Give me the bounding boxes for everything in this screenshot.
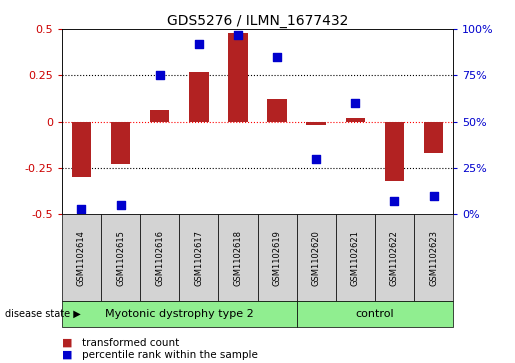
- Bar: [101, 214, 140, 301]
- Bar: [297, 301, 453, 327]
- Bar: [414, 214, 453, 301]
- Text: ■: ■: [62, 338, 72, 348]
- Text: ■: ■: [62, 350, 72, 360]
- Point: [116, 202, 125, 208]
- Bar: [150, 110, 169, 122]
- Bar: [385, 122, 404, 181]
- Point: [390, 198, 399, 204]
- Point: [273, 54, 281, 60]
- Bar: [375, 214, 414, 301]
- Bar: [218, 214, 258, 301]
- Text: GSM1102616: GSM1102616: [155, 230, 164, 286]
- Bar: [62, 301, 297, 327]
- Bar: [258, 214, 297, 301]
- Text: transformed count: transformed count: [82, 338, 180, 348]
- Point: [234, 32, 242, 37]
- Text: GSM1102618: GSM1102618: [233, 230, 243, 286]
- Text: GSM1102623: GSM1102623: [429, 230, 438, 286]
- Bar: [228, 33, 248, 122]
- Text: percentile rank within the sample: percentile rank within the sample: [82, 350, 259, 360]
- Point: [351, 100, 359, 106]
- Bar: [140, 214, 179, 301]
- Text: GSM1102615: GSM1102615: [116, 230, 125, 286]
- Bar: [72, 122, 91, 177]
- Bar: [111, 122, 130, 164]
- Bar: [189, 72, 209, 122]
- Title: GDS5276 / ILMN_1677432: GDS5276 / ILMN_1677432: [167, 14, 348, 28]
- Bar: [297, 214, 336, 301]
- Bar: [267, 99, 287, 122]
- Point: [156, 72, 164, 78]
- Text: GSM1102617: GSM1102617: [194, 230, 203, 286]
- Point: [430, 193, 438, 199]
- Bar: [179, 214, 218, 301]
- Text: GSM1102621: GSM1102621: [351, 230, 360, 286]
- Text: Myotonic dystrophy type 2: Myotonic dystrophy type 2: [105, 309, 253, 319]
- Bar: [62, 214, 101, 301]
- Bar: [336, 214, 375, 301]
- Bar: [306, 122, 326, 125]
- Point: [195, 41, 203, 47]
- Point: [312, 156, 320, 162]
- Bar: [424, 122, 443, 153]
- Text: GSM1102619: GSM1102619: [272, 230, 282, 286]
- Point: [77, 206, 85, 212]
- Text: GSM1102622: GSM1102622: [390, 230, 399, 286]
- Text: disease state ▶: disease state ▶: [5, 309, 81, 319]
- Text: GSM1102614: GSM1102614: [77, 230, 86, 286]
- Bar: [346, 118, 365, 122]
- Text: control: control: [355, 309, 394, 319]
- Text: GSM1102620: GSM1102620: [312, 230, 321, 286]
